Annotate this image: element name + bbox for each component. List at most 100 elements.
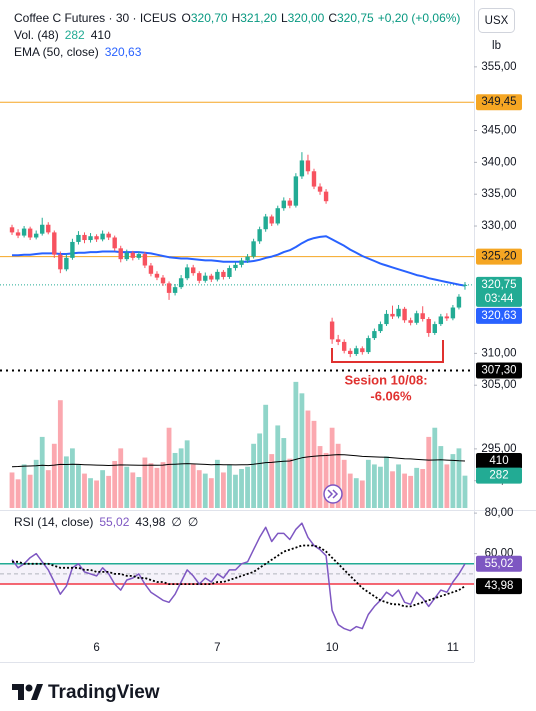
candle-body [287,200,293,206]
rsi-value: 55,02 [99,515,129,529]
ema-label-box [476,307,522,324]
volume-bar [257,433,263,508]
annotation: -6.06% [370,388,412,403]
candle-body [299,160,305,177]
volume-bar [202,473,208,508]
x-tick-label: 7 [214,642,220,654]
candle-body [197,273,202,281]
ohlc-label: C [328,11,337,25]
volume-bar [414,467,420,508]
candle-body [184,267,190,279]
volume-bar [438,446,444,508]
volume-bar [426,436,432,508]
candle-body [148,265,154,274]
candle-body [396,308,401,317]
rsi-title: RSI (14, close) [14,515,93,529]
candle-body [251,241,256,257]
rsi-line [11,522,466,632]
volume-bar [21,464,27,508]
candle-body [112,237,117,249]
volume-bar [269,454,275,508]
rsi-legend: RSI (14, close) 55,02 43,98 ∅ ∅ [14,515,198,529]
level-label-box [476,362,522,379]
candle-body [76,234,81,242]
currency[interactable]: USX [485,15,509,27]
volume-bar [323,452,329,508]
ohlc-value: 321,20 [240,11,277,25]
volume-bar [51,443,57,508]
change: +0,20 (+0,06%) [378,11,461,25]
y-tick-label: 330,00 [481,220,516,232]
volume-bar [100,470,106,508]
candle-body [166,283,172,293]
volume-bar [190,464,196,508]
volume-bar [245,466,250,508]
volume-bar [275,425,281,508]
ema-title: EMA (50, close) [14,45,99,59]
candle-body [420,313,425,319]
currency-box[interactable] [478,8,515,33]
volume-bar [184,440,190,508]
volume-label-box [476,467,522,484]
candle-body [15,232,21,236]
y-tick-label: 335,00 [481,188,516,200]
candle-body [203,275,208,281]
candle-body [432,324,437,333]
candle-body [142,254,148,266]
volume-bar [118,448,124,508]
volume-bar [450,454,456,508]
ema-value: 320,63 [105,45,142,59]
candle-body [172,287,178,293]
volume-bar [402,473,407,508]
volume-bar [15,479,21,508]
candle-body [245,256,250,261]
volume-bar [341,459,347,508]
candle-body [275,208,280,224]
candle-body [215,271,220,280]
volume-bar [263,404,269,508]
volume-bar [39,436,45,508]
candle-body [100,233,105,240]
candle-body [384,313,389,325]
logo: TradingView [48,682,160,703]
volume-bar [112,460,118,508]
ema-label: 320,63 [481,310,516,322]
candle-body [323,191,329,202]
last-price-label: 320,75 [481,279,516,291]
volume-bar [365,459,371,508]
level-label: 325,20 [481,251,516,263]
rsi-label: 55,02 [485,558,514,570]
candle-body [438,316,444,325]
candle-body [221,271,226,277]
volume-ma-label: 410 [489,455,508,467]
volume-bar [390,471,395,508]
volume-bar [106,475,112,508]
replay-icon[interactable] [323,484,343,504]
session-bracket [331,340,444,363]
candle-body [360,348,365,353]
candle-body [366,338,371,353]
last-price-label-box [476,276,522,307]
volume-bar [396,464,401,508]
y-tick-label: 310,00 [481,347,516,359]
volume-bar [335,443,341,508]
rsi-label-box [476,555,522,572]
volume-bar [305,410,311,508]
level-label-box [476,248,522,265]
candle-body [408,320,413,323]
volume-bar [359,480,365,508]
candle-body [444,316,450,319]
volume-bar [57,400,63,508]
rsi-label-box [476,578,522,595]
candle-body [233,264,238,269]
candle-body [281,200,286,209]
candle-body [130,252,136,258]
volume-bar [329,427,335,508]
candle-body [456,296,462,308]
volume-bar [136,477,142,508]
candle-body [160,277,166,284]
volume-bar [317,446,323,508]
candle-body [311,171,317,187]
volume-label: 282 [489,470,508,482]
